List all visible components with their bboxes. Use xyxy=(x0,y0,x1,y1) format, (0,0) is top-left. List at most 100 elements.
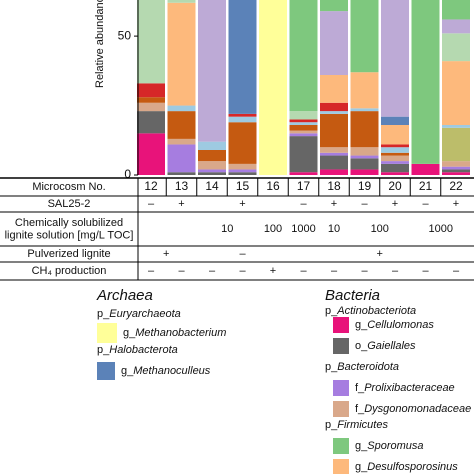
legend-label: f_Prolixibacteraceae xyxy=(355,382,455,394)
bar-segment xyxy=(198,172,226,175)
table-cell: + xyxy=(270,265,276,277)
bar-segment xyxy=(350,0,379,73)
bar-segment xyxy=(381,116,409,125)
x-tick-label: 18 xyxy=(327,179,341,193)
bar-segment xyxy=(442,33,470,62)
row-label: CH₄ production xyxy=(32,265,107,277)
legend-swatch xyxy=(333,338,349,354)
bar-segment xyxy=(289,119,318,123)
bar-segment xyxy=(320,75,348,103)
legend-swatch xyxy=(333,380,349,396)
bar-segment xyxy=(442,161,470,167)
bar-segment xyxy=(442,169,470,173)
bar-segment xyxy=(381,144,409,148)
table-cell: 100 xyxy=(371,223,389,235)
bar-segment xyxy=(289,125,318,131)
bar-segment xyxy=(320,155,348,170)
bar-segment xyxy=(320,111,348,114)
legend-label: g_Methanobacterium xyxy=(123,327,226,339)
bar-segment xyxy=(228,163,257,170)
bar-segment xyxy=(381,161,409,164)
bar-segment xyxy=(442,127,470,162)
legend-swatch xyxy=(333,438,349,454)
table-cell: – xyxy=(422,265,429,277)
legend-swatch xyxy=(333,459,349,474)
bar-segment xyxy=(259,0,287,175)
legend-phylum: p_Euryarchaeota xyxy=(97,308,181,320)
row-label: Chemically solubilized lignite solution [… xyxy=(5,217,134,242)
bar-segment xyxy=(320,152,348,156)
bar-segment xyxy=(137,133,165,175)
table-cell: 10 xyxy=(221,223,233,235)
bar-segment xyxy=(442,172,470,175)
bar-segment xyxy=(137,97,165,103)
legend-swatch xyxy=(97,323,117,343)
bar-segment xyxy=(289,136,318,173)
bar-segment xyxy=(320,147,348,153)
bar-segment xyxy=(381,152,409,156)
table-cell: – xyxy=(331,265,338,277)
bar-segment xyxy=(320,113,348,148)
x-tick-label: 20 xyxy=(388,179,402,193)
bar-segment xyxy=(442,0,470,20)
legend-title: Bacteria xyxy=(325,287,380,304)
bar-segment xyxy=(167,172,196,175)
x-tick-label: 12 xyxy=(144,179,158,193)
table-cell: – xyxy=(209,265,216,277)
bar-segment xyxy=(289,130,318,134)
bar-segment xyxy=(137,0,165,84)
table-cell: 1000 xyxy=(291,223,315,235)
table-cell: + xyxy=(331,198,337,210)
table-cell: – xyxy=(392,265,399,277)
bar-segment xyxy=(381,163,409,173)
bar-segment xyxy=(411,0,440,164)
legend-label: g_Cellulomonas xyxy=(355,319,434,331)
bar-segment xyxy=(381,0,409,117)
x-tick-label: 13 xyxy=(175,179,189,193)
table-cell: – xyxy=(300,198,307,210)
bar-segment xyxy=(350,169,379,175)
x-tick-label: 14 xyxy=(205,179,219,193)
bar-segment xyxy=(350,111,379,148)
legend-phylum: p_Firmicutes xyxy=(325,419,388,431)
table-cell: 10 xyxy=(328,223,340,235)
bar-segment xyxy=(228,122,257,164)
bar-segment xyxy=(198,161,226,170)
bar-segment xyxy=(350,108,379,112)
table-cell: – xyxy=(239,248,246,260)
legend-title: Archaea xyxy=(96,287,153,304)
legend-label: g_Desulfosporosinus xyxy=(355,461,458,473)
bar-segment xyxy=(381,147,409,153)
bar-segment xyxy=(167,0,196,3)
row-label: Microcosm No. xyxy=(32,181,105,193)
bar-segment xyxy=(442,19,470,34)
legend-label: f_Dysgonomonadaceae xyxy=(355,403,471,415)
bar-segment xyxy=(228,116,257,123)
bar-segment xyxy=(167,2,196,106)
bar-segment xyxy=(198,169,226,173)
bar-segment xyxy=(137,83,165,98)
table-cell: – xyxy=(148,198,155,210)
bar-segment xyxy=(137,102,165,112)
table-cell: + xyxy=(392,198,398,210)
bar-segment xyxy=(137,111,165,134)
bar-segment xyxy=(350,155,379,159)
bar-segment xyxy=(442,61,470,125)
bar-segment xyxy=(289,172,318,175)
table-cell: 1000 xyxy=(429,223,453,235)
bar-segment xyxy=(228,113,257,117)
legend-phylum: p_Actinobacteriota xyxy=(325,305,416,317)
y-axis-label: Relative abundance xyxy=(94,0,106,88)
bar-segment xyxy=(228,0,257,114)
legend-label: g_Methanoculleus xyxy=(121,365,211,377)
legend-label: o_Gaiellales xyxy=(355,340,416,352)
legend-swatch xyxy=(333,317,349,333)
table-cell: + xyxy=(453,198,459,210)
bar-segment xyxy=(198,0,226,142)
legend-phylum: p_Bacteroidota xyxy=(325,361,399,373)
bar-segment xyxy=(289,0,318,112)
legend-swatch xyxy=(333,401,349,417)
bar-segment xyxy=(442,166,470,170)
bar-segment xyxy=(289,122,318,125)
table-cell: – xyxy=(361,265,368,277)
